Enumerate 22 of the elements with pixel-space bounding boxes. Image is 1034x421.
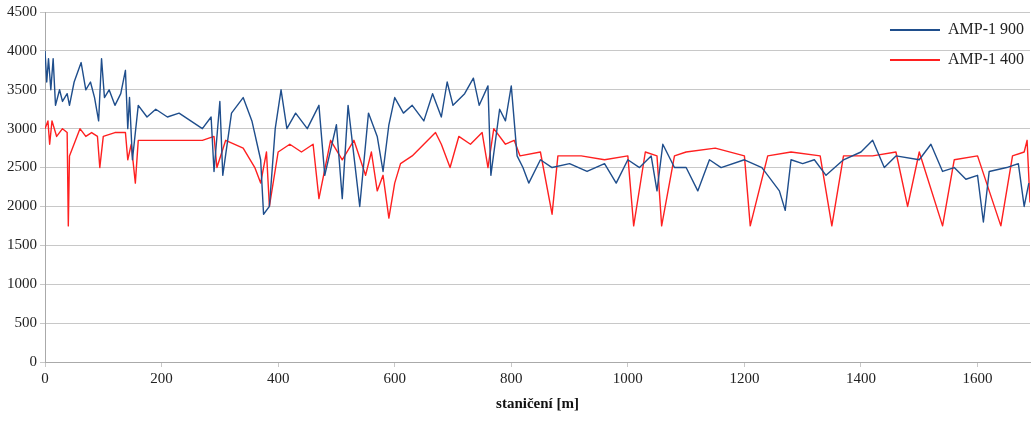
y-tick-label: 3500 (7, 80, 37, 97)
y-tick-label: 4500 (7, 2, 37, 19)
x-tick-label: 200 (150, 369, 173, 386)
x-tick-label: 1200 (729, 369, 760, 386)
legend-label: AMP-1 400 (947, 50, 1025, 68)
y-tick-label: 1500 (7, 236, 37, 253)
x-tick-label: 400 (266, 369, 290, 386)
y-tick-label: 1000 (7, 275, 37, 292)
x-tick-label: 0 (41, 369, 49, 386)
x-axis-title: staničení [m] (496, 394, 579, 411)
x-tick-label: 800 (500, 369, 523, 386)
x-tick-label: 600 (383, 369, 406, 386)
legend-label: AMP-1 900 (947, 20, 1025, 38)
x-tick-label: 1600 (962, 369, 993, 386)
x-tick-label: 1000 (612, 369, 643, 386)
y-tick-label: 500 (14, 314, 37, 331)
x-tick-label: 1400 (845, 369, 876, 386)
y-tick-label: 2500 (7, 158, 37, 175)
y-tick-label: 0 (29, 352, 37, 369)
y-tick-label: 3000 (7, 119, 37, 136)
y-tick-label: 4000 (7, 41, 37, 58)
y-tick-label: 2000 (7, 197, 37, 214)
